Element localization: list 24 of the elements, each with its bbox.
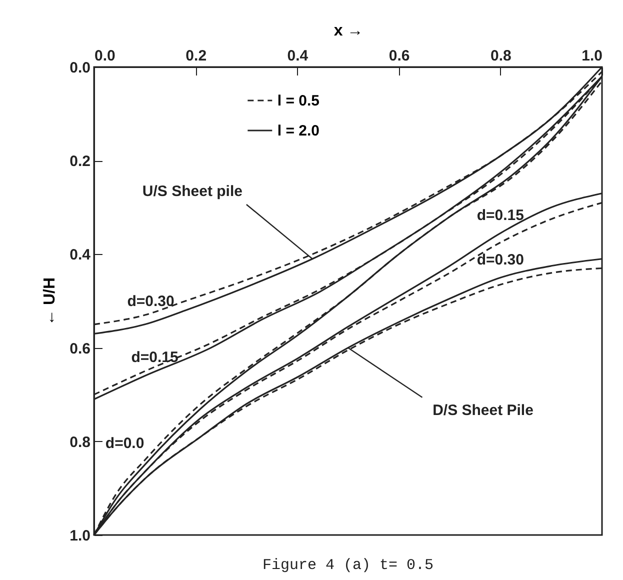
legend-label: l = 0.5 [277, 92, 320, 110]
y-tick-label: 1.0 [70, 528, 90, 544]
y-axis-title: ← U/H [42, 278, 59, 326]
text: Figure 4 (a) t= 0.5 [262, 557, 434, 574]
y-tick-label: 0.2 [70, 153, 90, 170]
y-tick-label: 0.4 [70, 246, 92, 264]
x-tick-label: 1.0 [582, 48, 602, 64]
annotation: d=0.15 [131, 349, 178, 366]
annotation: d=0.30 [476, 252, 524, 269]
annotation: d=0.0 [105, 435, 144, 452]
x-tick-label: 0.0 [94, 48, 116, 64]
y-tick-label: 0.6 [70, 340, 90, 358]
y-tick-label: 0.0 [70, 60, 90, 76]
annotation: d=0.30 [127, 293, 174, 310]
y-tick-label: 0.8 [70, 434, 90, 451]
legend-label: l = 2.0 [277, 122, 320, 140]
x-tick-label: 0.8 [490, 48, 512, 64]
x-axis-title: x → [334, 22, 364, 40]
annotation: d=0.15 [476, 207, 524, 224]
annotation: D/S Sheet Pile [432, 402, 534, 419]
annotation: U/S Sheet pile [142, 182, 242, 200]
x-tick-label: 0.2 [186, 48, 207, 64]
x-tick-label: 0.4 [287, 48, 309, 64]
x-tick-label: 0.6 [388, 48, 410, 64]
